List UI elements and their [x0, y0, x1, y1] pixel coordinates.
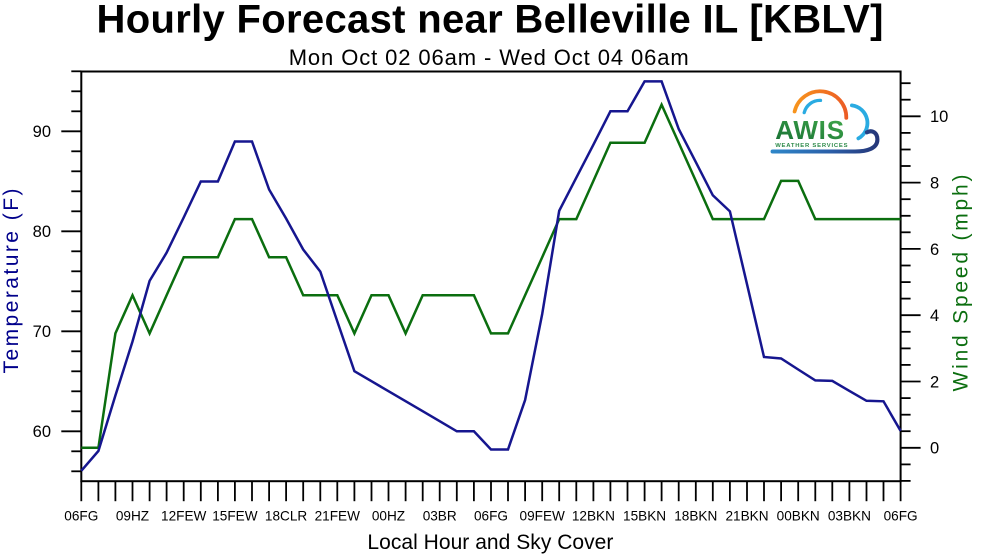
svg-text:4: 4: [930, 307, 939, 325]
svg-text:06FG: 06FG: [64, 509, 98, 524]
svg-text:0: 0: [930, 440, 939, 458]
svg-text:Mon Oct 02 06am - Wed Oct 04 0: Mon Oct 02 06am - Wed Oct 04 06am: [289, 45, 689, 70]
svg-text:Hourly Forecast near Bellevill: Hourly Forecast near Belleville IL [KBLV…: [97, 0, 884, 42]
svg-text:18BKN: 18BKN: [674, 509, 717, 524]
svg-text:00BKN: 00BKN: [777, 509, 820, 524]
svg-text:90: 90: [33, 123, 51, 141]
svg-text:18CLR: 18CLR: [265, 509, 307, 524]
svg-text:60: 60: [33, 423, 51, 441]
svg-text:06FG: 06FG: [474, 509, 508, 524]
svg-text:10: 10: [930, 108, 948, 126]
svg-text:21FEW: 21FEW: [315, 509, 360, 524]
svg-text:03BKN: 03BKN: [828, 509, 871, 524]
svg-text:15BKN: 15BKN: [623, 509, 666, 524]
svg-text:00HZ: 00HZ: [372, 509, 405, 524]
svg-text:12BKN: 12BKN: [572, 509, 615, 524]
svg-text:80: 80: [33, 223, 51, 241]
svg-text:09HZ: 09HZ: [116, 509, 149, 524]
svg-text:2: 2: [930, 373, 939, 391]
svg-text:8: 8: [930, 175, 939, 193]
svg-text:AWIS: AWIS: [775, 115, 845, 145]
svg-text:Wind Speed (mph): Wind Speed (mph): [950, 175, 973, 392]
svg-text:21BKN: 21BKN: [725, 509, 768, 524]
svg-text:15FEW: 15FEW: [212, 509, 257, 524]
svg-text:03BR: 03BR: [423, 509, 457, 524]
svg-text:Local Hour and Sky Cover: Local Hour and Sky Cover: [367, 531, 613, 554]
svg-text:6: 6: [930, 241, 939, 259]
svg-text:06FG: 06FG: [884, 509, 918, 524]
svg-text:WEATHER SERVICES: WEATHER SERVICES: [775, 143, 848, 149]
svg-text:12FEW: 12FEW: [161, 509, 206, 524]
svg-text:70: 70: [33, 323, 51, 341]
svg-text:09FEW: 09FEW: [520, 509, 565, 524]
svg-text:Temperature (F): Temperature (F): [0, 189, 23, 374]
